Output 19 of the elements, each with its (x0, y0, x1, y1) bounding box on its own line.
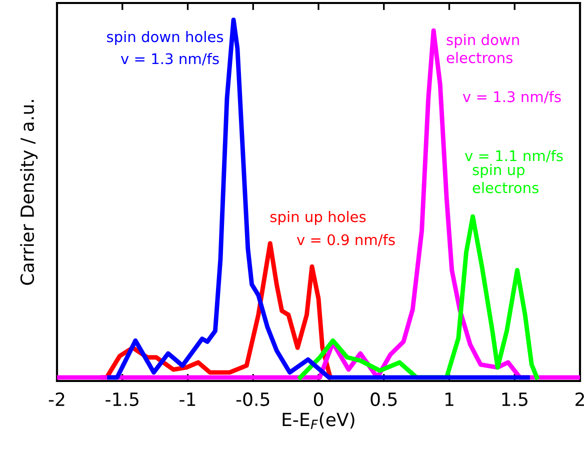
annotation: v = 0.9 nm/fs (296, 234, 395, 246)
y-axis-title: Carrier Density / a.u. (20, 100, 38, 285)
x-tick-label: 0.5 (370, 392, 397, 406)
x-tick-label: 0 (314, 392, 324, 406)
x-tick-label: -2 (48, 392, 64, 406)
x-tick-label: -1.5 (106, 392, 138, 406)
annotation: v = 1.3 nm/fs (120, 52, 219, 66)
x-axis-title: E-E$_{F}$(eV) (282, 412, 354, 430)
series-label: spin down electrons (446, 34, 519, 64)
series-label: spin down holes (107, 30, 224, 46)
x-tick-label: 1 (445, 392, 454, 406)
series-label: spin up holes (270, 210, 366, 226)
x-tick-label: 1.5 (502, 392, 528, 406)
x-tick-label: -0.5 (236, 392, 270, 406)
x-tick-label: 2 (576, 392, 584, 406)
series-label: spin up electrons (472, 164, 538, 194)
annotation: v = 1.3 nm/fs (462, 90, 561, 104)
annotation: v = 1.1 nm/fs (464, 150, 563, 162)
x-tick-label: -1 (180, 392, 196, 406)
